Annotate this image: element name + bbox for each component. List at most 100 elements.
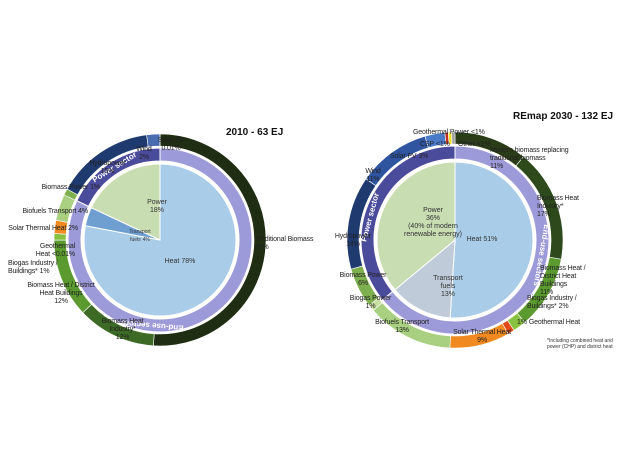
category-label: Modern biomass replacing traditional bio… xyxy=(490,147,569,162)
segment-label: Wind 11% xyxy=(358,168,388,184)
segment-label: Solar PV 0.01% xyxy=(152,137,190,153)
footnote: *Including combined heat and power (CHP)… xyxy=(547,338,627,350)
inner-label: Power 18% xyxy=(137,199,177,215)
footnote-text: *Including combined heat and power (CHP)… xyxy=(547,338,613,350)
category-label: Biogas Industry / Buildings* xyxy=(527,295,577,310)
inner-value: 51% xyxy=(483,236,498,243)
segment-label: Hydropower 15% xyxy=(85,160,130,176)
category-label: CSP xyxy=(420,141,434,148)
category-label: Biogas Power xyxy=(349,295,392,302)
inner-label: Transport fuels 13% xyxy=(428,275,468,299)
value-label: 1% xyxy=(39,268,50,275)
segment-label: Biomass Heat Industry* 17% xyxy=(537,195,587,219)
value-label: 2% xyxy=(139,154,149,161)
inner-label: Power 36% (40% of modern renewable energy) xyxy=(398,207,468,239)
chart-title: 2010 - 63 EJ xyxy=(226,127,284,138)
segment-label: Geothermal Power <1% xyxy=(413,129,493,137)
segment-label: Other <1% xyxy=(458,141,498,149)
inner-value: 18% xyxy=(149,207,164,214)
chart-title: REmap 2030 - 132 EJ xyxy=(513,111,614,122)
segment-label: Geothermal Heat <0.01% xyxy=(0,243,75,259)
value-label: 2% xyxy=(68,225,78,232)
inner-note: (40% of modern renewable energy) xyxy=(404,223,462,238)
value-label: 12% xyxy=(115,334,130,341)
inner-value: 78% xyxy=(181,258,196,265)
category-label: Geothermal Heat xyxy=(35,243,75,258)
segment-label: Biomass Heat / District Heat Buildings 11… xyxy=(540,265,602,297)
inner-segment xyxy=(394,238,456,319)
category-label: Geothermal Power xyxy=(413,129,469,136)
category-label: Other xyxy=(458,141,475,148)
category-label: Solar PV xyxy=(390,153,417,160)
sector-arc xyxy=(67,147,253,333)
value-label: 1% xyxy=(90,184,100,191)
value-label: 4% xyxy=(78,208,88,215)
segment-label: Biogas Industry / Buildings* 1% xyxy=(8,260,70,276)
outer-segment xyxy=(53,233,67,241)
category-label: Geothermal Heat xyxy=(528,319,580,326)
segment-label: Modern biomass replacing traditional bio… xyxy=(490,147,590,171)
category-label: Biomass Heat / District Heat Buildings xyxy=(540,265,586,288)
outer-segment xyxy=(451,131,456,145)
segment-label: CSP <1% xyxy=(420,141,455,149)
segment-label: Biomass Heat / District Heat Buildings 12… xyxy=(22,282,100,306)
inner-segment xyxy=(376,161,456,291)
inner-segment xyxy=(83,163,237,317)
inner-segment xyxy=(90,163,161,241)
value-label: 6% xyxy=(358,280,368,287)
inner-category: Power xyxy=(147,199,167,206)
value-label: 11% xyxy=(366,176,380,183)
value-label: 51% xyxy=(255,244,269,251)
inner-category: Transport fuels xyxy=(129,229,151,243)
value-label: 3% xyxy=(418,153,429,160)
inner-label: Heat 51% xyxy=(462,236,502,244)
category-label: Biomass Power xyxy=(41,184,89,191)
category-label: Biomass Heat / District Heat Buildings xyxy=(27,282,95,297)
value-label: <1% xyxy=(476,141,491,148)
category-label: Biomass Heat Industry* xyxy=(537,195,579,210)
inner-label: Transport fuels 4% xyxy=(120,228,160,244)
segment-label: Biomass Heat Industry* 12% xyxy=(90,318,155,342)
category-label: Biomass Power xyxy=(339,272,387,279)
value-label: <1% xyxy=(470,129,485,136)
value-label: 1% xyxy=(365,303,376,310)
inner-label: Heat 78% xyxy=(160,258,200,266)
value-label: 17% xyxy=(537,211,551,218)
segment-label: Biofuels Transport 13% xyxy=(372,319,432,335)
segment-label: Hydropower 14% xyxy=(333,233,373,249)
inner-category: Transport fuels xyxy=(433,275,463,290)
inner-value: 13% xyxy=(440,291,455,298)
segment-label: 1% Geothermal Heat xyxy=(517,319,592,327)
value-label: 13% xyxy=(395,327,409,334)
category-label: Solar Thermal Heat xyxy=(8,225,67,232)
category-label: Wind xyxy=(136,146,152,153)
segment-label: Biogas Power 1% xyxy=(348,295,393,311)
category-label: Hydropower xyxy=(89,160,126,167)
inner-value: 4% xyxy=(142,237,150,243)
segment-label: Biofuels Transport 4% xyxy=(0,208,88,216)
category-label: Hydropower xyxy=(334,233,372,240)
inner-category: Heat xyxy=(466,236,482,243)
value-label: 11% xyxy=(490,163,504,170)
category-label: Wind xyxy=(365,168,381,175)
segment-label: Solar Thermal Heat 2% xyxy=(0,225,78,233)
value-label: 9% xyxy=(477,337,487,344)
category-label: Biomass Heat Industry* xyxy=(101,318,144,333)
value-label: <0.01% xyxy=(51,251,75,258)
segment-label: Wind 2% xyxy=(130,146,158,162)
category-label: Traditional Biomass xyxy=(255,236,314,243)
category-label: Solar PV xyxy=(157,137,185,144)
segment-label: Biomass Power 6% xyxy=(338,272,388,288)
inner-segment xyxy=(449,161,534,319)
segment-label: Solar PV 3% xyxy=(390,153,435,161)
value-label: <1% xyxy=(435,141,450,148)
segment-label: Traditional Biomass 51% xyxy=(255,236,325,252)
segment-label: Solar Thermal Heat 9% xyxy=(452,329,512,345)
inner-category: Heat xyxy=(164,258,180,265)
category-label: Biogas Industry / Buildings* xyxy=(8,260,58,275)
value-label: 11% xyxy=(540,289,554,296)
